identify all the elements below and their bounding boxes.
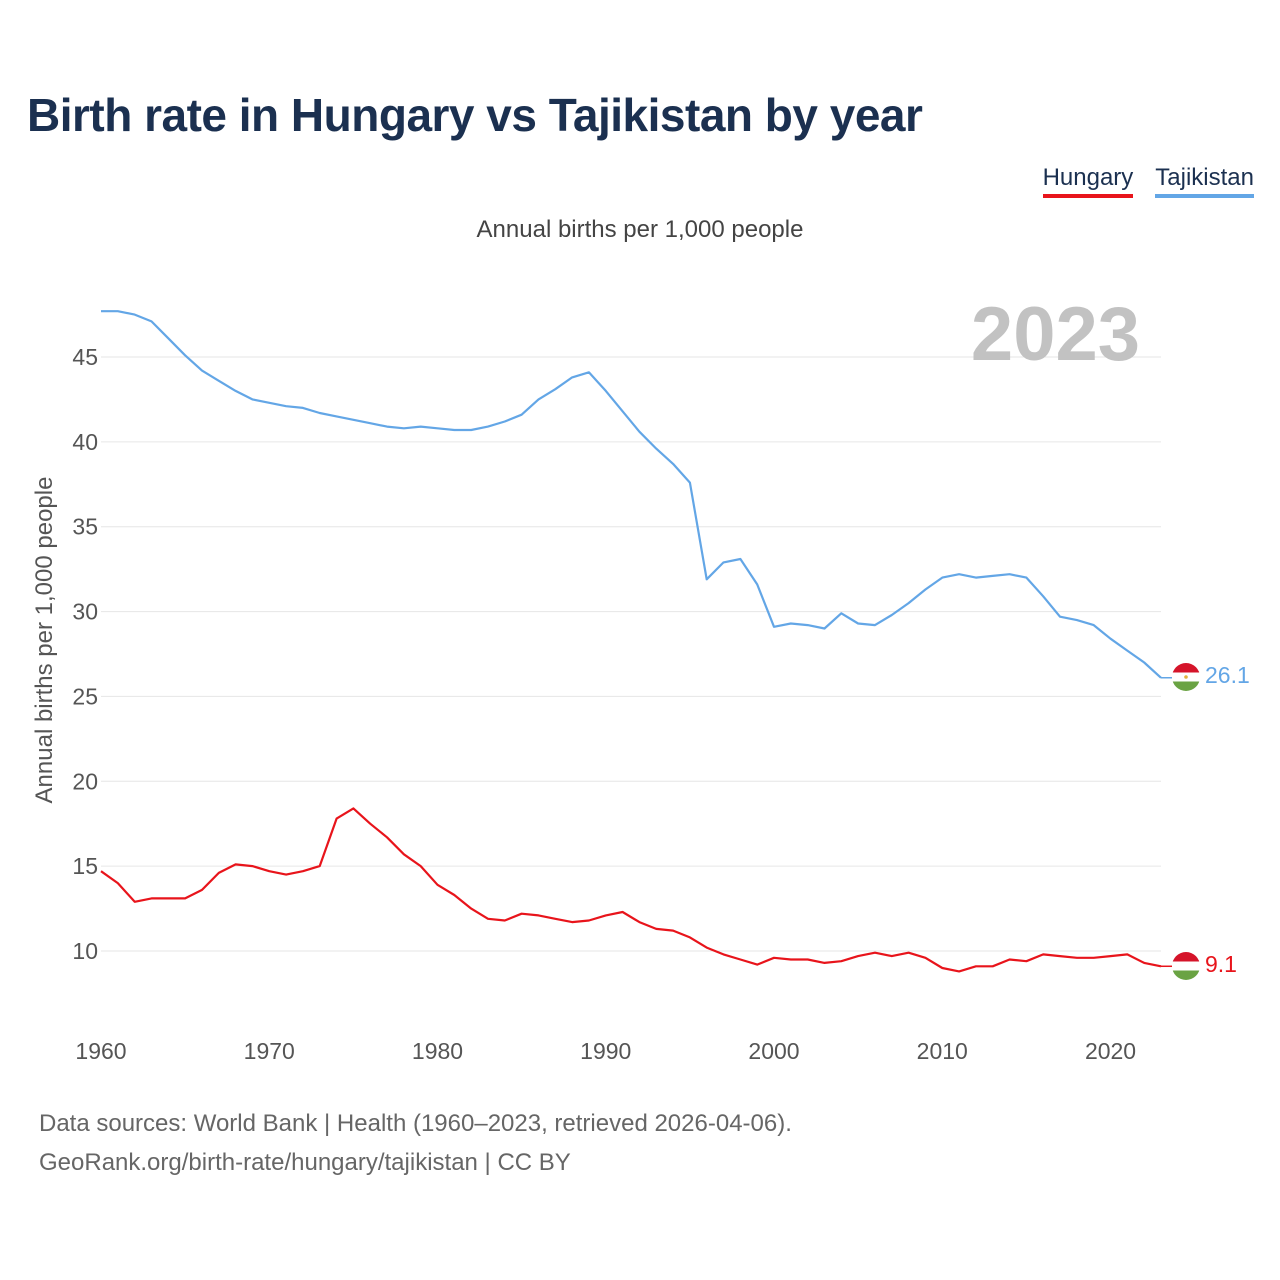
legend-item-tajikistan[interactable]: Tajikistan (1155, 164, 1254, 198)
y-tick-label: 30 (72, 599, 98, 625)
y-axis-label: Annual births per 1,000 people (31, 477, 58, 804)
line-chart: 2023 10 15 20 25 30 35 40 45 1960 1970 1980 1990 20… (31, 292, 1250, 1064)
y-tick-label: 10 (72, 938, 98, 964)
x-tick-label: 1990 (580, 1038, 631, 1064)
end-markers: 26.1 9.1 (1172, 662, 1250, 980)
x-tick-label: 2020 (1085, 1038, 1136, 1064)
y-tick-label: 35 (72, 514, 98, 540)
x-tick-label: 1960 (75, 1038, 126, 1064)
y-tick-label: 25 (72, 683, 98, 709)
flag-hungary-icon (1172, 952, 1200, 980)
x-axis: 1960 1970 1980 1990 2000 2010 2020 (75, 1038, 1136, 1064)
source-line: Data sources: World Bank | Health (1960–… (39, 1110, 792, 1137)
y-tick-label: 15 (72, 853, 98, 879)
series (100, 310, 1172, 973)
y-tick-label: 40 (72, 429, 98, 455)
year-watermark: 2023 (971, 292, 1140, 377)
end-label-tajikistan: 26.1 (1205, 662, 1250, 688)
y-axis: 10 15 20 25 30 35 40 45 (72, 344, 98, 964)
y-tick-label: 20 (72, 768, 98, 794)
legend: Hungary Tajikistan (1042, 164, 1254, 198)
chart-subtitle: Annual births per 1,000 people (476, 216, 804, 243)
series-line-hungary[interactable] (100, 807, 1162, 973)
grid-lines (101, 356, 1161, 952)
attribution-line[interactable]: GeoRank.org/birth-rate/hungary/tajikista… (39, 1149, 571, 1176)
source-note: Data sources: World Bank | Health (1960–… (39, 1104, 792, 1182)
x-tick-label: 1980 (412, 1038, 463, 1064)
x-tick-label: 2010 (917, 1038, 968, 1064)
y-tick-label: 45 (72, 344, 98, 370)
x-tick-label: 2000 (748, 1038, 799, 1064)
legend-item-hungary[interactable]: Hungary (1042, 164, 1134, 198)
chart-title: Birth rate in Hungary vs Tajikistan by y… (27, 89, 923, 141)
flag-tajikistan-icon (1172, 663, 1200, 691)
series-line-tajikistan[interactable] (101, 310, 1162, 679)
end-label-hungary: 9.1 (1205, 951, 1237, 977)
x-tick-label: 1970 (244, 1038, 295, 1064)
